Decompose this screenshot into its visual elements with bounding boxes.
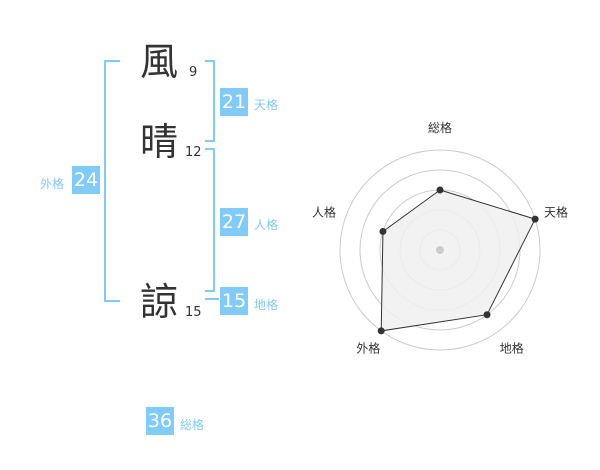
center-dot — [436, 246, 444, 254]
axis-label: 総格 — [428, 120, 452, 135]
radar-area — [380, 189, 536, 332]
soukaku-value: 36 — [146, 407, 174, 435]
data-point — [379, 227, 387, 235]
axis-label: 地格 — [500, 341, 524, 356]
jinkaku-bracket — [205, 148, 215, 292]
name-char-1: 風 — [140, 40, 179, 84]
gaikaku-label: 外格 — [40, 177, 65, 191]
chikaku-value: 15 — [220, 287, 248, 315]
axis-label: 外格 — [356, 341, 380, 356]
jinkaku-value: 27 — [220, 208, 248, 236]
name-char-2: 晴 — [140, 120, 179, 164]
tenkaku-label: 天格 — [254, 98, 279, 112]
gaikaku-bracket — [104, 60, 120, 302]
soukaku-label: 総格 — [180, 418, 205, 432]
name-char-3: 諒 — [140, 280, 179, 324]
stroke-count-1: 9 — [189, 65, 198, 80]
axis-label: 人格 — [312, 204, 336, 219]
stroke-count-2: 12 — [185, 145, 202, 160]
data-point — [483, 311, 491, 319]
tenkaku-value: 21 — [220, 88, 248, 116]
axis-label: 天格 — [544, 204, 568, 219]
chikaku-connector — [205, 298, 219, 300]
grid-ring — [339, 149, 541, 351]
stroke-count-3: 15 — [185, 305, 202, 320]
jinkaku-label: 人格 — [254, 218, 279, 232]
data-point — [531, 215, 539, 223]
chikaku-label: 地格 — [254, 298, 279, 312]
tenkaku-bracket — [205, 60, 215, 142]
gaikaku-value: 24 — [72, 166, 100, 194]
data-point — [377, 327, 385, 335]
data-point — [436, 186, 444, 194]
